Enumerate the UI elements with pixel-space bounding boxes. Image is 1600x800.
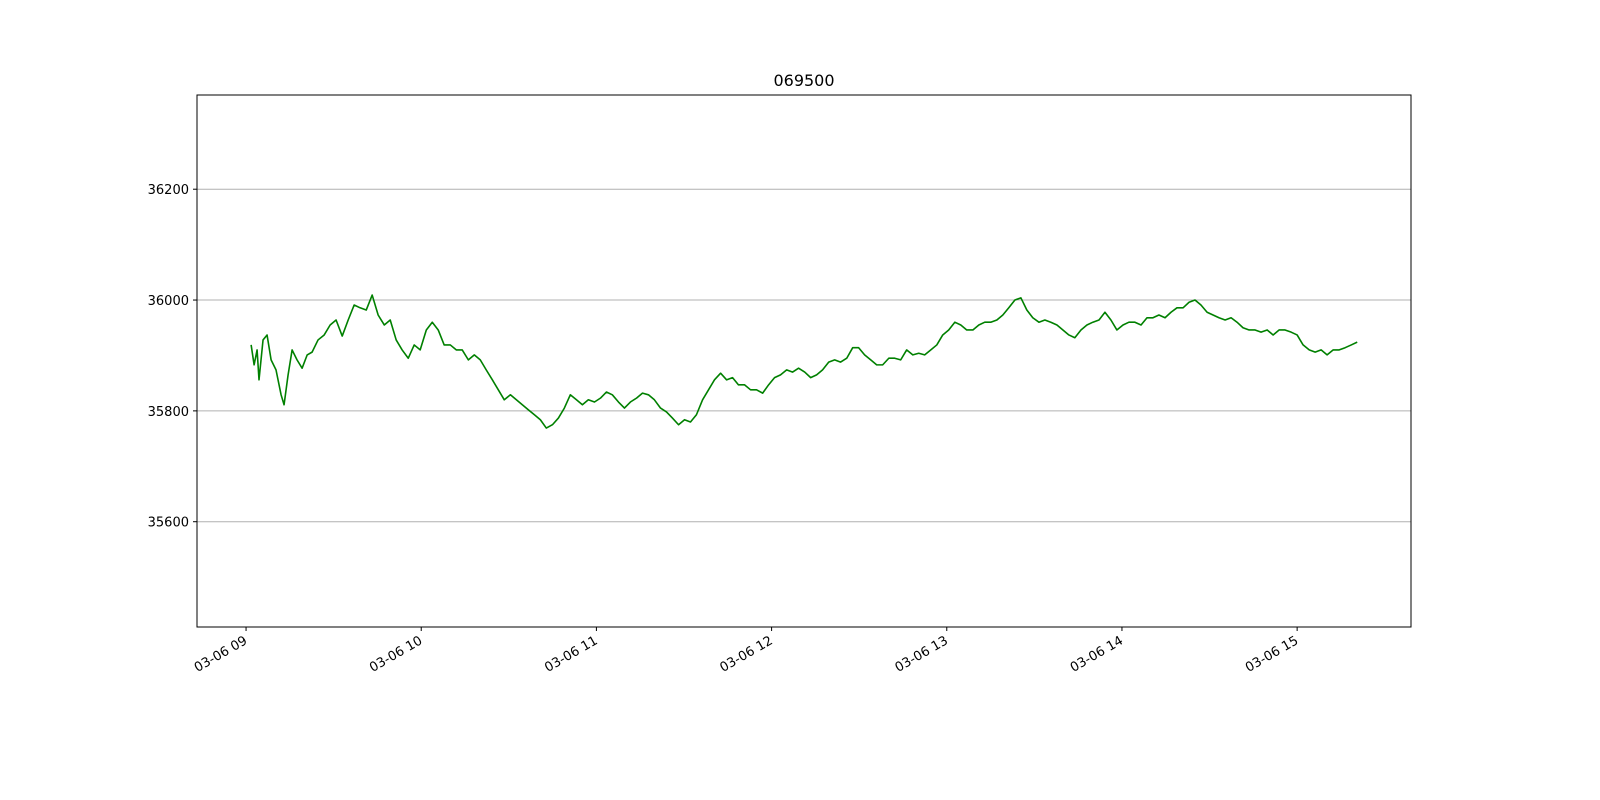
- x-tick-label: 03-06 12: [717, 633, 775, 675]
- x-tick-label: 03-06 13: [893, 633, 951, 675]
- y-tick-label: 35600: [148, 516, 189, 531]
- x-tick-label: 03-06 10: [367, 633, 425, 675]
- plot-frame: [196, 94, 1412, 628]
- x-tick-label: 03-06 14: [1068, 633, 1126, 675]
- x-tick-label: 03-06 11: [542, 633, 600, 675]
- y-tick-label: 35800: [148, 405, 189, 420]
- y-tick-label: 36000: [148, 294, 189, 309]
- y-tick-label: 36200: [148, 183, 189, 198]
- x-tick-label: 03-06 09: [192, 633, 250, 675]
- price-line: [250, 294, 1358, 429]
- x-tick-label: 03-06 15: [1243, 633, 1301, 675]
- chart-title: 069500: [773, 71, 834, 90]
